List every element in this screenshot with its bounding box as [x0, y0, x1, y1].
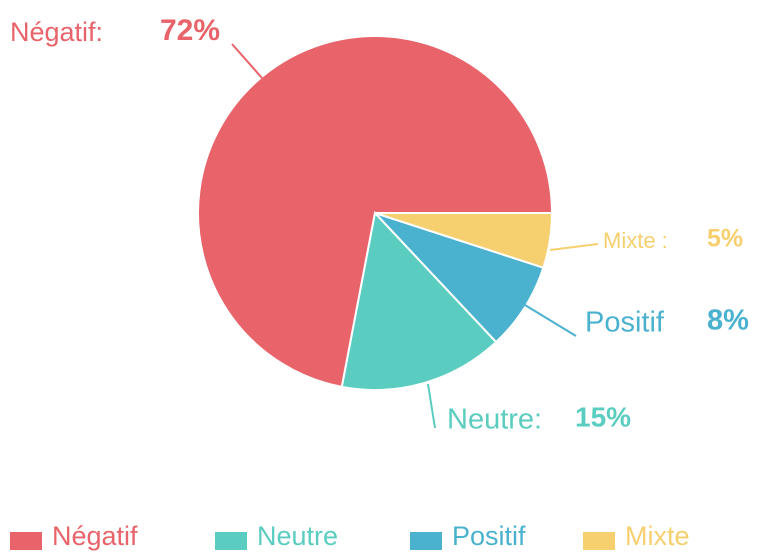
- pie-slice: [374, 212, 554, 269]
- value-label: 72%: [160, 14, 220, 47]
- legend-swatch: [10, 532, 42, 550]
- legend-label: Neutre: [257, 521, 338, 551]
- legend-swatch: [410, 532, 442, 550]
- legend-swatch: [583, 532, 615, 550]
- value-label: 15%: [575, 401, 631, 432]
- legend-label: Positif: [452, 521, 526, 551]
- leader-line: [231, 43, 263, 79]
- legend-label: Mixte: [625, 521, 690, 551]
- leader-line: [427, 383, 436, 429]
- leader-line: [519, 301, 577, 337]
- legend-swatch: [215, 532, 247, 550]
- value-label: 8%: [707, 305, 749, 337]
- pie-slice: [197, 35, 554, 389]
- value-label: 5%: [707, 225, 743, 253]
- leader-line: [549, 243, 599, 251]
- pie-slice: [340, 210, 498, 391]
- slice-label: Neutre:: [447, 404, 542, 436]
- slice-label: Négatif:: [10, 17, 103, 47]
- pie-slice: [374, 212, 545, 344]
- slice-label: Mixte :: [603, 228, 668, 253]
- legend-label: Négatif: [52, 521, 138, 551]
- slice-label: Positif: [585, 307, 665, 339]
